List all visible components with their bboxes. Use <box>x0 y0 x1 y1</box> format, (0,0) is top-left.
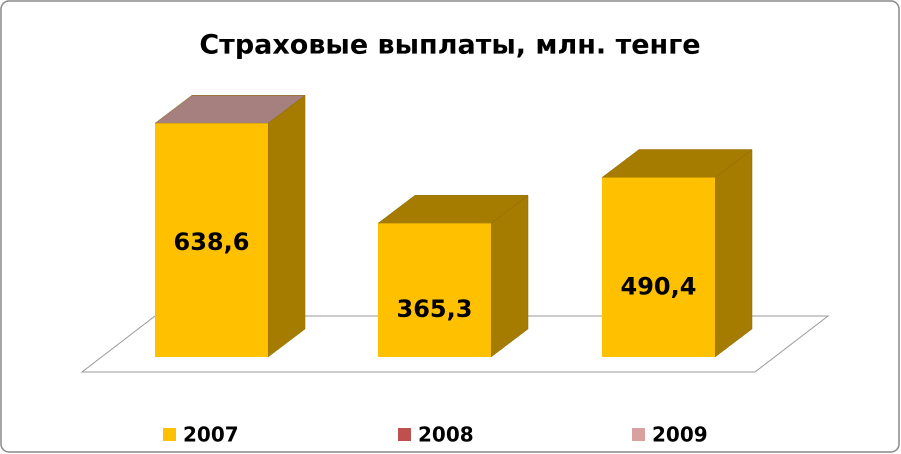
legend-swatch <box>398 428 411 441</box>
legend-label: 2007 <box>183 423 239 447</box>
bar <box>378 223 491 357</box>
value-label: 490,4 <box>621 272 697 300</box>
value-label: 638,6 <box>174 228 250 256</box>
chart-title: Страховые выплаты, млн. тенге <box>199 30 700 61</box>
bar-side <box>267 94 306 358</box>
bar-side <box>490 194 529 358</box>
legend-swatch <box>632 428 645 441</box>
value-label: 365,3 <box>397 295 473 323</box>
bar <box>155 123 268 357</box>
bar <box>602 177 715 357</box>
legend-swatch <box>163 428 176 441</box>
legend-label: 2009 <box>652 423 708 447</box>
bar-side <box>714 149 753 358</box>
legend-label: 2008 <box>418 423 474 447</box>
